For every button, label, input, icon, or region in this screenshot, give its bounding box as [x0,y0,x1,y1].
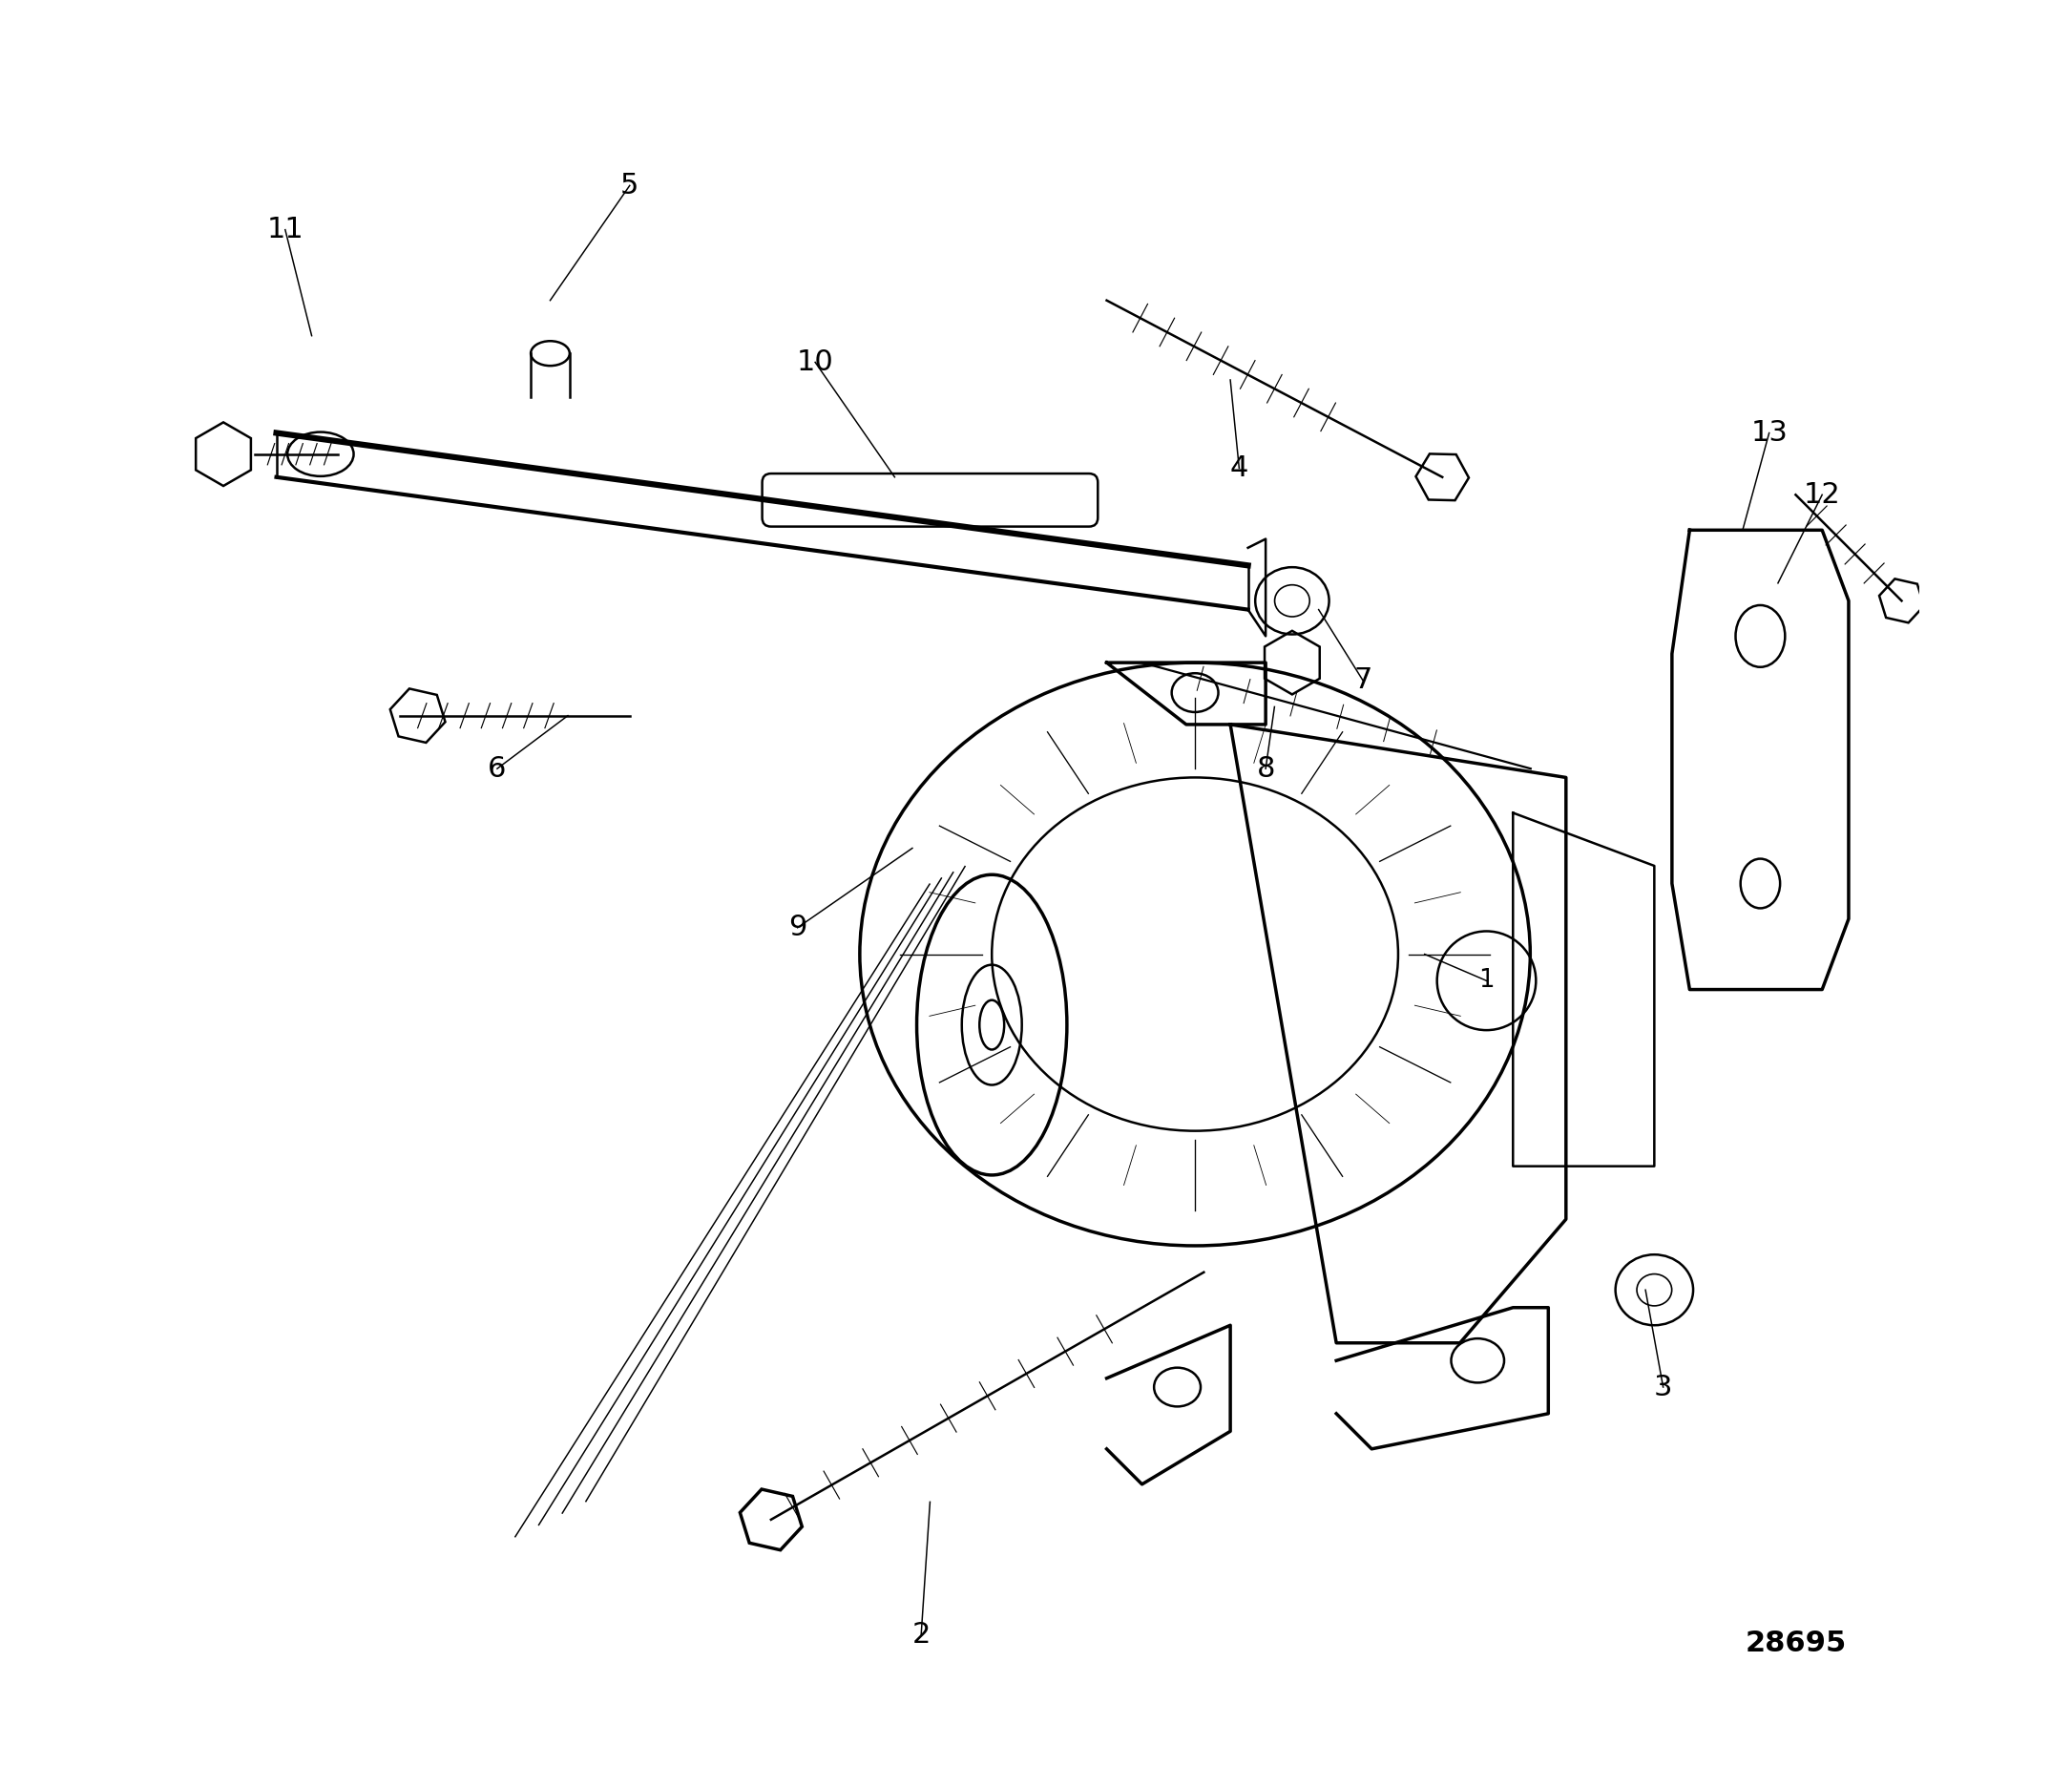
Text: 1: 1 [1479,968,1494,993]
Text: 13: 13 [1751,419,1788,447]
Text: 8: 8 [1256,755,1274,783]
Text: 2: 2 [912,1620,930,1649]
Text: 11: 11 [267,216,305,244]
Text: 7: 7 [1353,666,1372,694]
Text: 4: 4 [1231,454,1249,482]
Text: 12: 12 [1803,481,1840,509]
Ellipse shape [1616,1255,1693,1325]
Ellipse shape [980,1000,1005,1050]
Text: 28695: 28695 [1745,1629,1846,1657]
Text: 10: 10 [798,348,833,376]
Ellipse shape [1256,567,1328,634]
Text: 9: 9 [787,914,806,942]
Text: 6: 6 [487,755,506,783]
Text: 5: 5 [620,171,638,200]
Text: 3: 3 [1653,1373,1672,1401]
